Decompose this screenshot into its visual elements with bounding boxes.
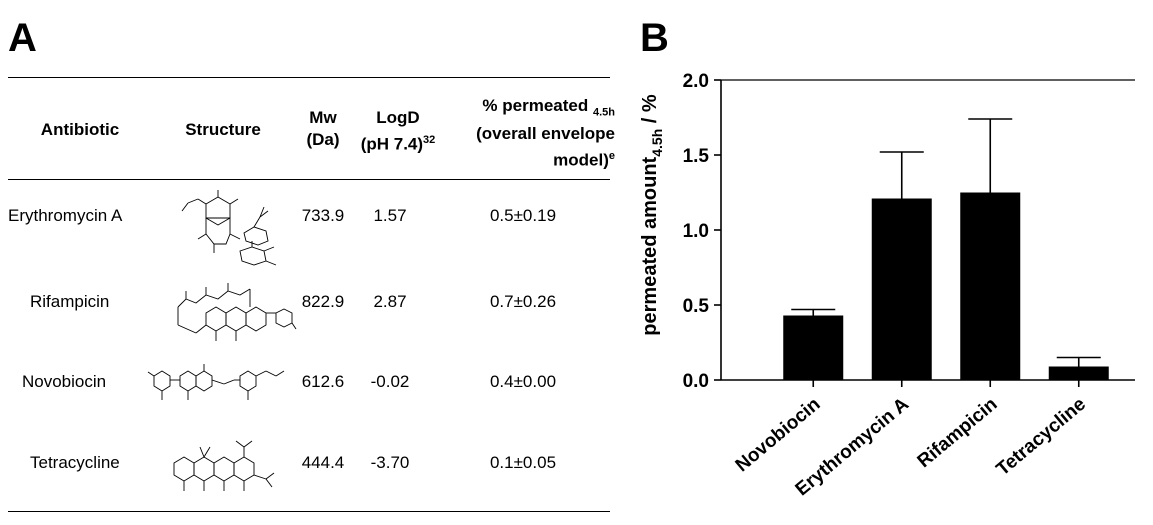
row-1-permeated: 0.5±0.19	[489, 206, 557, 225]
header-logd: LogD (pH 7.4)32	[360, 108, 436, 154]
x-tick-label: Tetracycline	[993, 394, 1090, 480]
row-2-logd: 2.87	[373, 292, 407, 311]
y-axis-label: permeated amount4.5h / %	[639, 94, 665, 336]
x-tick-label: Rifampicin	[914, 394, 1002, 473]
x-tick-label: Novobiocin	[732, 394, 825, 477]
row-4-name: Tetracycline	[30, 453, 120, 472]
table-top-rule	[8, 77, 610, 78]
y-tick-label: 1.5	[683, 146, 710, 167]
y-tick-label: 0.0	[683, 371, 709, 392]
rifampicin-structure-icon	[166, 277, 298, 347]
row-3-name: Novobiocin	[22, 372, 107, 391]
table-header-rule	[8, 179, 610, 180]
row-2-permeated: 0.7±0.26	[489, 292, 557, 311]
row-2-mw: 822.9	[301, 292, 345, 311]
svg-text:permeated amount4.5h / %: permeated amount4.5h / %	[639, 94, 665, 336]
y-tick-label: 0.5	[683, 296, 710, 317]
row-1-mw: 733.9	[301, 206, 345, 225]
row-2-name: Rifampicin	[30, 292, 110, 311]
novobiocin-structure-icon	[144, 362, 296, 406]
y-ticks: 0.0 0.5 1.0 1.5 2.0	[683, 71, 721, 392]
header-mw: Mw (Da)	[306, 108, 340, 149]
header-structure: Structure	[185, 120, 261, 139]
panel-b-letter: B	[640, 16, 669, 60]
bar-chart: permeated amount4.5h / % 0.0 0.5 1.0 1.5 2.0…	[639, 71, 1135, 500]
bar	[1048, 366, 1109, 380]
y-axis-label-main: permeated amount	[639, 156, 661, 335]
row-3-mw: 612.6	[301, 372, 345, 391]
header-antibiotic: Antibiotic	[40, 120, 120, 139]
row-4-logd: -3.70	[370, 453, 410, 472]
row-3-permeated: 0.4±0.00	[489, 372, 557, 391]
row-4-permeated: 0.1±0.05	[489, 453, 557, 472]
header-permeated: % permeated 4.5h (overall envelope model…	[476, 96, 615, 171]
y-tick-label: 2.0	[683, 71, 709, 92]
row-3-logd: -0.02	[370, 372, 410, 391]
panel-a-letter: A	[8, 16, 37, 60]
row-1-logd: 1.57	[373, 206, 407, 225]
table-bottom-rule	[8, 511, 610, 512]
y-tick-label: 1.0	[683, 221, 709, 242]
bar	[960, 192, 1021, 380]
chart-bars	[783, 118, 1109, 380]
erythromycin-structure-icon	[168, 189, 294, 271]
y-axis-label-unit: / %	[639, 94, 661, 129]
bar	[871, 198, 932, 380]
y-axis-label-sub: 4.5h	[649, 129, 665, 157]
bar	[783, 315, 844, 380]
row-4-mw: 444.4	[301, 453, 345, 472]
antibiotic-table: Antibiotic Structure Mw (Da) LogD (pH 7.…	[8, 77, 615, 513]
row-1-name: Erythromycin A	[8, 206, 123, 225]
tetracycline-structure-icon	[168, 429, 284, 497]
